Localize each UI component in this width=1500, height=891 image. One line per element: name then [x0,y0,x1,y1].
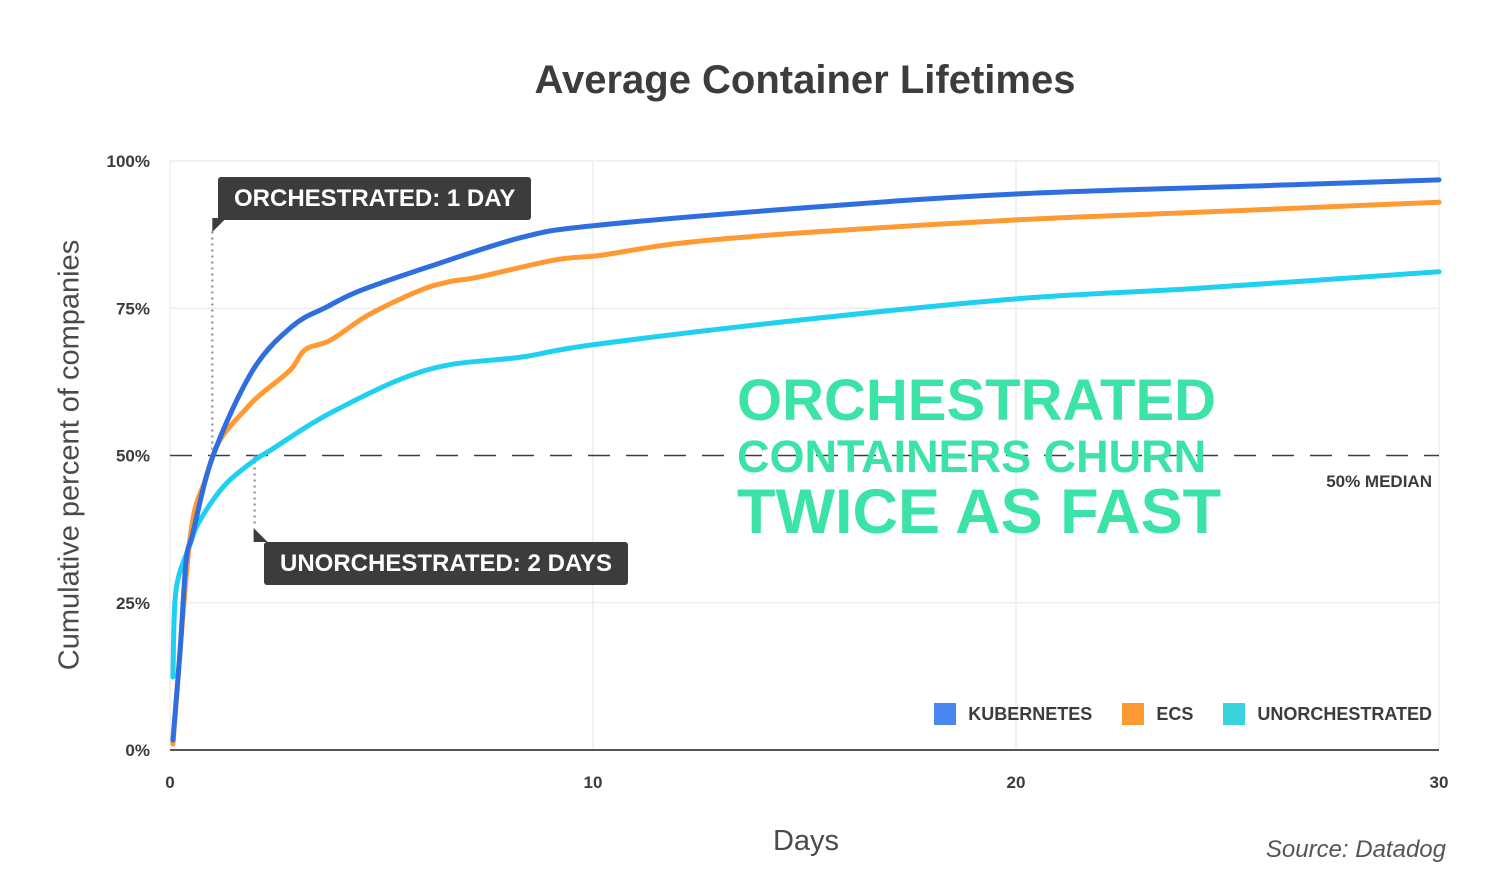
series-line-kubernetes [170,177,1442,743]
legend-item-ecs: ECS [1122,703,1193,725]
legend: KUBERNETES ECS UNORCHESTRATED [904,703,1432,725]
y-tick-label: 75% [116,299,150,318]
headline-line-2: CONTAINERS CHURN [737,431,1207,482]
legend-label: UNORCHESTRATED [1257,703,1432,724]
x-tick-label: 20 [1007,773,1026,792]
legend-label: ECS [1156,703,1194,724]
y-tick-label: 100% [107,152,150,171]
y-tick-label: 50% [116,447,150,466]
y-tick-label: 0% [125,741,150,760]
headline: ORCHESTRATED CONTAINERS CHURN TWICE AS F… [737,372,1221,544]
series-line-unorchestrated [170,269,1442,680]
legend-label: KUBERNETES [968,703,1093,724]
source-note: Source: Datadog [1265,836,1446,863]
legend-swatch-kubernetes [934,703,957,725]
x-axis-label: Days [772,825,840,857]
orchestrated-callout: ORCHESTRATED: 1 DAY [218,177,532,220]
chart-title: Average Container Lifetimes [534,58,1076,102]
unorchestrated-callout: UNORCHESTRATED: 2 DAYS [264,542,629,585]
x-tick-label: 0 [165,773,174,792]
headline-line-1: ORCHESTRATED [737,368,1217,433]
y-tick-label: 25% [116,594,150,613]
x-tick-label: 10 [584,773,603,792]
median-label: 50% MEDIAN [1326,472,1432,492]
headline-line-3: TWICE AS FAST [737,477,1222,547]
callout-pointer [212,218,227,232]
y-axis-label: Cumulative percent of companies [53,239,86,671]
legend-item-kubernetes: KUBERNETES [934,703,1092,725]
legend-item-unorchestrated: UNORCHESTRATED [1223,703,1432,725]
legend-swatch-ecs [1122,703,1145,725]
x-tick-label: 30 [1430,773,1449,792]
legend-swatch-unorchestrated [1223,703,1246,725]
callout-pointer [253,528,268,542]
